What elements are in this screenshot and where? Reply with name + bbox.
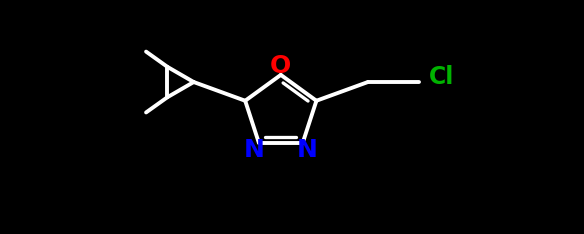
Text: Cl: Cl xyxy=(429,65,454,89)
Text: O: O xyxy=(270,54,291,77)
Text: N: N xyxy=(244,138,265,162)
Text: N: N xyxy=(297,138,318,162)
